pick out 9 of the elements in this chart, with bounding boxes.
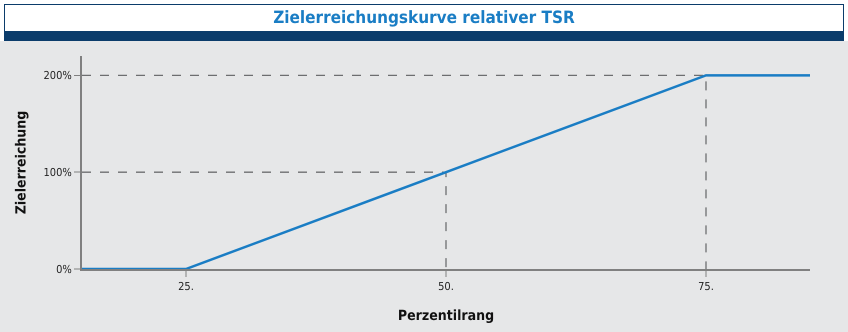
y-tick-label: 0%: [56, 262, 72, 276]
x-tick-label: 50.: [438, 280, 454, 294]
x-tick-label: 75.: [698, 280, 714, 294]
y-tick-label: 100%: [44, 166, 72, 180]
x-axis-title: Perzentilrang: [398, 308, 494, 324]
y-tick-label: 200%: [44, 69, 72, 82]
chart-title: Zielerreichungskurve relativer TSR: [4, 4, 844, 31]
y-axis-title: Zielerreichung: [14, 110, 30, 214]
x-tick-label: 25.: [178, 280, 194, 294]
